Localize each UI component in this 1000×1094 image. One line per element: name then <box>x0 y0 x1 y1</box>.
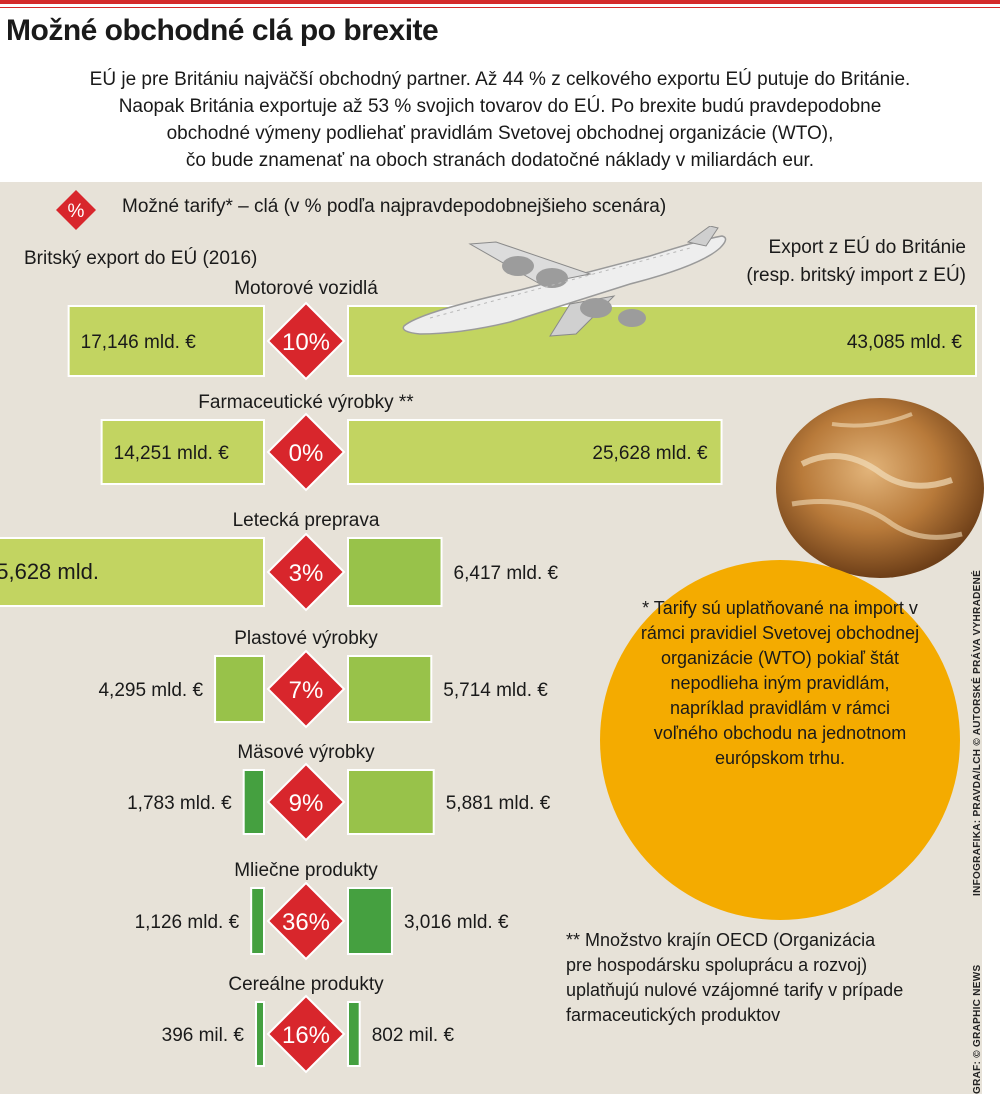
percent-legend-icon: % <box>56 190 96 230</box>
tariff-diamond <box>266 994 346 1074</box>
eu-export-value: 3,016 mld. € <box>404 912 509 933</box>
top-rule <box>0 0 1000 4</box>
tariff-diamond <box>266 412 346 492</box>
bread-image <box>776 398 984 578</box>
uk-export-bar <box>100 419 266 485</box>
eu-export-bar <box>347 537 443 607</box>
uk-export-value: 1,783 mld. € <box>127 793 232 814</box>
eu-export-value: 43,085 mld. € <box>847 332 963 353</box>
right-header-line: (resp. britský import z EÚ) <box>746 265 966 286</box>
tariff-value: 36% <box>282 909 330 936</box>
eu-export-value: 5,881 mld. € <box>446 793 551 814</box>
tariff-value: 3% <box>289 560 324 587</box>
eu-export-bar <box>347 887 393 955</box>
uk-export-value: 14,251 mld. € <box>114 443 230 464</box>
uk-export-value: 17,146 mld. € <box>81 332 197 353</box>
tariff-diamond <box>266 649 346 729</box>
category-label: Farmaceutické výrobky ** <box>198 392 414 413</box>
intro-text: EÚ je pre Britániu najväčší obchodný par… <box>40 66 960 174</box>
intro-line: Naopak Británia exportuje až 53 % svojic… <box>118 96 882 117</box>
graphic-credit: GRAF: © GRAPHIC NEWS <box>972 964 983 1094</box>
oecd-note: ** Množstvo krajín OECD (Organizácia pre… <box>566 930 904 1025</box>
tariff-diamond <box>266 881 346 961</box>
right-header-line: Export z EÚ do Británie <box>768 237 966 258</box>
category-label: Mliečne produkty <box>234 860 378 881</box>
intro-line: EÚ je pre Britániu najväčší obchodný par… <box>89 69 911 90</box>
tariff-value: 0% <box>289 440 324 467</box>
intro-line: obchodné výmeny podliehať pravidlám Svet… <box>166 123 834 144</box>
tariff-value: 16% <box>282 1022 330 1049</box>
tariff-note-circle <box>600 560 960 920</box>
category-label: Cereálne produkty <box>228 974 384 995</box>
tariff-value: 7% <box>289 677 324 704</box>
eu-export-value: 802 mil. € <box>372 1025 455 1046</box>
category-label: Mäsové výrobky <box>237 742 375 763</box>
category-label: Letecká preprava <box>233 510 380 531</box>
right-series-header: Export z EÚ do Británie (resp. britský i… <box>746 234 966 290</box>
page-title: Možné obchodné clá po brexite <box>6 14 439 47</box>
eu-export-bar <box>347 419 723 485</box>
uk-export-bar <box>0 537 265 607</box>
uk-export-value: 25,628 mld. <box>0 559 99 584</box>
tariff-value: 10% <box>282 329 330 356</box>
eu-export-value: 6,417 mld. € <box>454 563 559 584</box>
uk-export-bar <box>67 305 266 377</box>
infographic-credit: INFOGRAFIKA: PRAVDA/LCH © AUTORSKÉ PRÁVA… <box>972 569 983 896</box>
uk-export-value: 4,295 mld. € <box>98 680 203 701</box>
tariff-diamond <box>266 301 346 381</box>
tariff-diamond <box>266 762 346 842</box>
intro-line: čo bude znamenať na oboch stranách dodat… <box>185 150 815 171</box>
eu-export-bar <box>347 769 435 835</box>
uk-export-bar <box>250 887 265 955</box>
eu-export-bar <box>347 1001 361 1067</box>
uk-export-bar <box>255 1001 265 1067</box>
airplane-image <box>402 226 727 337</box>
category-label: Plastové výrobky <box>234 628 378 649</box>
uk-export-value: 396 mil. € <box>162 1025 245 1046</box>
legend-text: Možné tarify* – clá (v % podľa najpravde… <box>122 196 667 217</box>
eu-export-value: 25,628 mld. € <box>592 443 708 464</box>
uk-export-bar <box>242 769 265 835</box>
percent-legend-symbol: % <box>68 201 85 222</box>
tariff-note: * Tarify sú uplatňované na import v rámc… <box>640 598 920 768</box>
uk-export-value: 1,126 mld. € <box>135 912 240 933</box>
top-rule-thin <box>0 7 1000 8</box>
tariff-value: 9% <box>289 790 324 817</box>
left-series-header: Britský export do EÚ (2016) <box>24 248 258 269</box>
uk-export-bar <box>214 655 265 723</box>
eu-export-bar <box>347 655 433 723</box>
category-label: Motorové vozidlá <box>234 278 378 299</box>
eu-export-value: 5,714 mld. € <box>443 680 548 701</box>
tariff-diamond <box>266 532 346 612</box>
